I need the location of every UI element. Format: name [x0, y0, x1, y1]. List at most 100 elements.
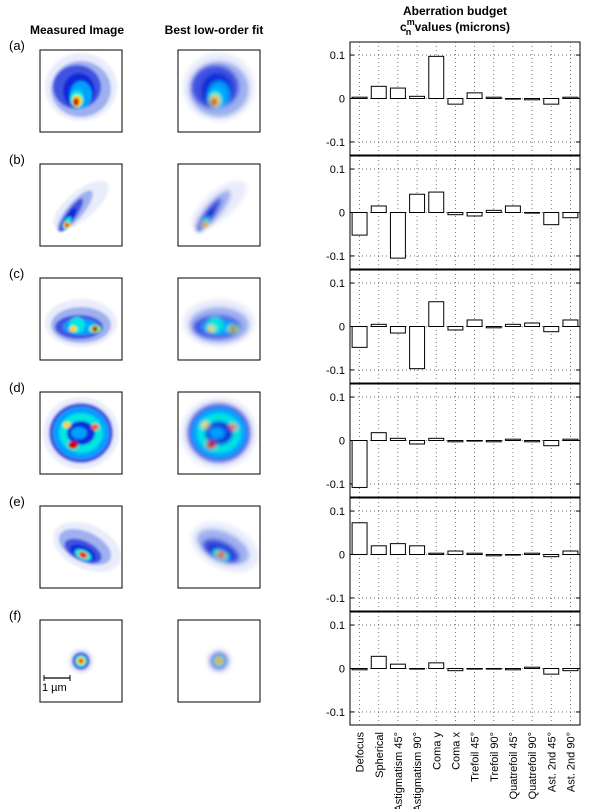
bar: [428, 55, 445, 99]
bar: [543, 212, 560, 226]
bar: [409, 326, 426, 370]
y-tick-label: 0: [339, 94, 345, 106]
bar: [428, 552, 445, 556]
psf-blob: [191, 180, 247, 232]
y-tick-label: -0.1: [326, 365, 345, 377]
bar: [524, 666, 541, 670]
y-tick-label: 0.1: [330, 278, 345, 290]
psf-blob: [183, 299, 255, 347]
bar: [524, 322, 541, 327]
image-frame: [39, 505, 123, 589]
row-5: (e) -0.1 0 0.1: [9, 494, 581, 612]
bar: [447, 98, 464, 105]
y-tick-label: 0: [339, 208, 345, 220]
bar: [524, 212, 541, 214]
measured-image: [39, 619, 123, 703]
chart-frame: [349, 383, 581, 498]
measured-image: [39, 391, 123, 475]
aberration-chart: -0.1 0 0.1: [326, 269, 581, 384]
category-label: Coma y: [431, 732, 443, 770]
bar: [447, 440, 464, 443]
panel-label: (a): [9, 38, 25, 53]
bar: [504, 323, 521, 328]
bar: [351, 326, 368, 348]
bar: [485, 209, 502, 213]
y-tick-label: -0.1: [326, 137, 345, 149]
bar: [504, 98, 521, 100]
image-frame: [177, 505, 261, 589]
bar: [485, 668, 502, 670]
image-frame: [39, 391, 123, 475]
bar: [351, 212, 368, 236]
budget-rest: values (microns): [411, 20, 510, 34]
category-label: Ast. 2nd 90°: [565, 732, 577, 792]
bar: [389, 87, 406, 99]
bar: [466, 668, 483, 670]
psf-blob: [181, 397, 257, 469]
bar: [504, 668, 521, 671]
budget-sub: n: [406, 27, 412, 37]
bar: [409, 95, 426, 99]
fit-image: [177, 391, 261, 475]
budget-title-line1: Aberration budget: [403, 4, 507, 18]
bar: [524, 440, 541, 443]
row-2: (b) -0.1 0 0.1: [9, 152, 581, 270]
psf-blob: [53, 521, 121, 573]
measured-image-header: Measured Image: [30, 23, 124, 37]
fit-image: [177, 505, 261, 589]
measured-image: [39, 505, 123, 589]
image-frame: [177, 163, 261, 247]
category-label: Trefoil 45°: [470, 732, 482, 782]
image-frame: [39, 49, 123, 133]
bar: [485, 554, 502, 557]
aberration-chart: -0.1 0 0.1: [326, 41, 581, 156]
panel-label: (f): [9, 608, 21, 623]
bar: [562, 96, 579, 99]
scale-bar: 1 µm: [42, 675, 71, 694]
bar: [543, 326, 560, 333]
aberration-chart: -0.1 0 0.1: [326, 383, 581, 498]
panel-label: (e): [9, 494, 25, 509]
y-tick-label: -0.1: [326, 707, 345, 719]
bar: [389, 326, 406, 334]
bar: [409, 440, 426, 445]
bar: [428, 301, 445, 328]
psf-blob: [43, 397, 119, 469]
image-frame: [39, 619, 123, 703]
image-frame: [39, 277, 123, 361]
y-tick-label: -0.1: [326, 251, 345, 263]
bar: [370, 545, 387, 555]
category-label: Quatrefoil 90°: [527, 732, 539, 799]
psf-blob: [183, 53, 255, 121]
figure-rows: (a) -0.1 0 0.1 (b) -0.1 0 0.1 (c) -0.1 0 0.1 (d) -0.1…: [9, 38, 581, 726]
row-4: (d) -0.1 0 0.1: [9, 380, 581, 498]
y-tick-label: 0: [339, 322, 345, 334]
bar: [466, 92, 483, 99]
image-frame: [177, 619, 261, 703]
bar: [447, 668, 464, 672]
budget-title-line2: cm n values (microns): [400, 17, 510, 37]
bar: [524, 552, 541, 556]
chart-frame: [349, 155, 581, 270]
bar: [370, 205, 387, 214]
bar: [370, 323, 387, 328]
bar: [543, 554, 560, 558]
bar: [409, 545, 426, 555]
budget-sup: m: [407, 17, 415, 27]
row-6: (f) -0.1 0 0.1: [9, 608, 581, 726]
panel-label: (b): [9, 152, 25, 167]
y-tick-label: 0.1: [330, 392, 345, 404]
psf-blob: [68, 648, 94, 674]
bar: [409, 668, 426, 670]
bar: [409, 193, 426, 213]
y-tick-label: 0.1: [330, 506, 345, 518]
psf-blob: [45, 299, 117, 347]
aberration-chart: -0.1 0 0.1: [326, 497, 581, 612]
bar: [562, 319, 579, 328]
category-label: Quatrefoil 45°: [508, 732, 520, 799]
bar: [428, 191, 445, 213]
bar: [428, 662, 445, 669]
bar: [389, 212, 406, 259]
y-tick-label: 0.1: [330, 620, 345, 632]
bar: [389, 543, 406, 556]
